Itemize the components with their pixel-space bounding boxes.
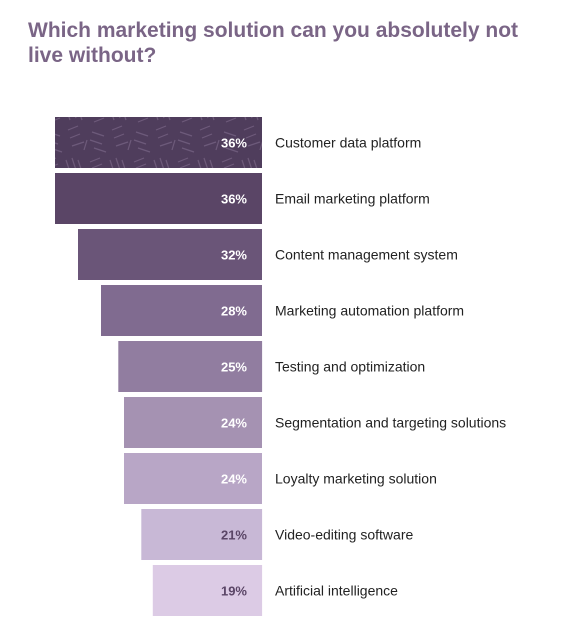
bar <box>118 341 263 392</box>
bar-value-label: 24% <box>221 416 247 431</box>
bar <box>124 397 262 448</box>
category-label: Content management system <box>275 247 458 263</box>
chart-title: Which marketing solution can you absolut… <box>28 19 519 67</box>
bar <box>101 285 262 336</box>
bar-value-label: 25% <box>221 360 247 375</box>
bar-value-label: 36% <box>221 136 247 151</box>
bar-value-label: 36% <box>221 192 247 207</box>
bar <box>152 565 263 616</box>
bar <box>55 173 262 224</box>
category-label: Customer data platform <box>275 135 421 151</box>
category-label: Segmentation and targeting solutions <box>275 415 506 431</box>
bar-value-label: 32% <box>221 248 247 263</box>
category-label: Artificial intelligence <box>275 583 398 599</box>
category-label: Marketing automation platform <box>275 303 464 319</box>
category-label: Email marketing platform <box>275 191 430 207</box>
bars-group: 36% Customer data platform 36% Email market… <box>55 117 506 616</box>
category-label: Video-editing software <box>275 527 413 543</box>
bar <box>141 509 263 560</box>
category-label: Loyalty marketing solution <box>275 471 437 487</box>
bar-value-label: 21% <box>221 528 247 543</box>
bar <box>78 229 262 280</box>
bar-value-label: 28% <box>221 304 247 319</box>
bar <box>124 453 262 504</box>
bar-value-label: 19% <box>221 584 247 599</box>
bar <box>55 117 262 168</box>
category-label: Testing and optimization <box>275 359 425 375</box>
bar-value-label: 24% <box>221 472 247 487</box>
